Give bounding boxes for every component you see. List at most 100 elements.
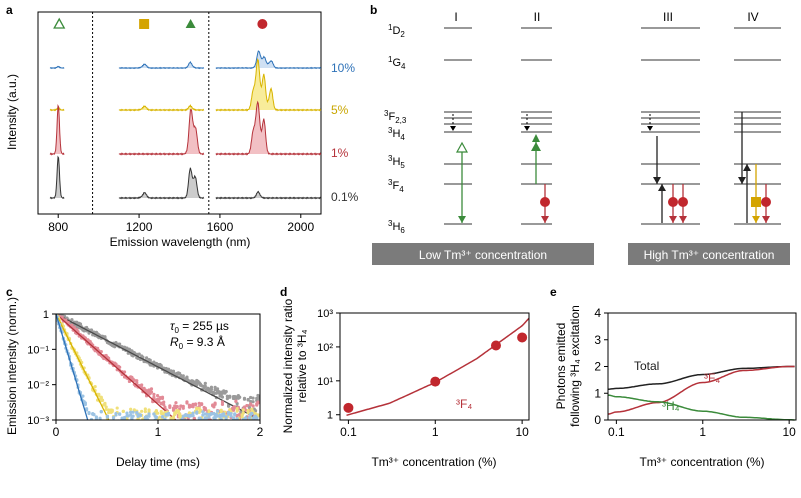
data-point <box>147 414 151 418</box>
data-point <box>143 407 147 411</box>
panel-d-ylabel-line2: relative to ³H₄ <box>295 329 309 402</box>
data-point <box>158 415 162 419</box>
data-point <box>490 340 501 351</box>
data-point <box>241 408 245 412</box>
data-point <box>114 412 118 416</box>
trace-line <box>49 107 65 112</box>
data-point <box>231 421 234 424</box>
data-point <box>121 409 125 413</box>
data-point <box>251 396 255 400</box>
arrow-head <box>669 216 677 223</box>
level-label-3H4: 3H4 <box>388 126 405 142</box>
data-point <box>99 410 103 414</box>
data-point <box>54 310 57 313</box>
data-point <box>127 379 132 384</box>
data-point <box>176 409 180 413</box>
data-point <box>251 400 255 404</box>
circle-marker <box>668 197 678 207</box>
data-point <box>171 369 176 373</box>
data-point <box>162 400 166 404</box>
arrow-head <box>450 126 456 131</box>
data-point <box>105 415 110 419</box>
y-tick-label: 10³ <box>317 308 333 320</box>
data-point <box>203 381 207 385</box>
data-point <box>242 420 245 423</box>
arrow-head <box>653 177 661 184</box>
trace-label-0p1pct: 0.1% <box>331 190 359 204</box>
data-point <box>220 395 225 399</box>
data-point <box>517 332 528 343</box>
circle-marker <box>678 197 688 207</box>
arrow-head <box>458 216 466 223</box>
data-point <box>148 358 152 362</box>
panel-d-xlabel: Tm³⁺ concentration (%) <box>371 455 496 469</box>
column-I-transitions <box>450 114 469 223</box>
data-point <box>104 407 108 412</box>
data-point <box>213 401 217 405</box>
data-point <box>178 412 182 416</box>
panel-c-data <box>54 310 260 425</box>
data-point <box>152 360 156 364</box>
data-point <box>224 416 228 420</box>
data-point <box>229 411 233 416</box>
data-point <box>94 415 98 419</box>
y-tick-label: 10⁻² <box>27 380 49 392</box>
arrow-head <box>532 134 540 142</box>
x-tick-label: 2000 <box>287 220 314 234</box>
data-point <box>256 400 260 404</box>
data-point <box>122 421 125 424</box>
data-point <box>191 414 195 418</box>
data-point <box>231 416 236 420</box>
data-point <box>245 403 249 408</box>
data-point <box>246 409 250 413</box>
data-point <box>184 420 187 423</box>
arrow-head <box>743 164 751 171</box>
data-point <box>149 390 154 394</box>
trace-line <box>215 58 322 112</box>
trace-line <box>215 100 322 156</box>
level-label-3F4: 3F4 <box>388 178 404 194</box>
data-point <box>203 420 206 423</box>
panel-c-plot <box>54 310 260 425</box>
x-tick-label: 1600 <box>207 220 234 234</box>
data-point <box>231 422 234 425</box>
data-point <box>201 410 205 414</box>
data-point <box>143 410 147 414</box>
data-point <box>218 413 222 417</box>
data-point <box>234 420 237 423</box>
column-III-transitions <box>647 114 688 223</box>
data-point <box>220 400 225 404</box>
data-point <box>235 413 239 417</box>
data-point <box>200 402 204 407</box>
panel-b-label: b <box>370 3 377 17</box>
data-point <box>249 395 253 400</box>
data-point <box>181 374 185 378</box>
f4-curve-label: ³F₄ <box>704 371 720 385</box>
data-point <box>144 356 149 360</box>
panel-a-xlabel: Emission wavelength (nm) <box>110 235 251 249</box>
data-point <box>123 421 126 424</box>
y-tick-label: 1 <box>594 386 601 400</box>
data-point <box>125 411 129 415</box>
level-label-3H6: 3H6 <box>388 219 405 235</box>
trace-line <box>49 104 65 156</box>
x-tick-label: 2 <box>257 425 264 439</box>
total-curve-label: Total <box>634 359 659 373</box>
data-point <box>233 406 237 410</box>
x-tick-label: 0 <box>53 425 60 439</box>
column-II: II <box>534 10 541 24</box>
data-point <box>247 416 251 420</box>
panel-c-xlabel: Delay time (ms) <box>116 455 200 469</box>
data-point <box>204 412 209 416</box>
open-triangle-marker <box>53 17 66 29</box>
data-point <box>104 405 108 409</box>
data-point <box>249 399 253 404</box>
panel-c-ylabel: Emission intensity (norm.) <box>5 297 19 435</box>
panel-e: e 0.1 1 10 0 1 2 3 4 Photons emitted following … <box>550 285 797 469</box>
trace-line <box>49 155 65 200</box>
data-point <box>111 416 116 420</box>
data-point <box>238 412 242 417</box>
data-point <box>235 407 239 411</box>
panel-d: d 0.1 1 10 1 10¹ 10² 10³ Normalized intensity … <box>280 285 530 469</box>
trace-line <box>215 50 322 70</box>
